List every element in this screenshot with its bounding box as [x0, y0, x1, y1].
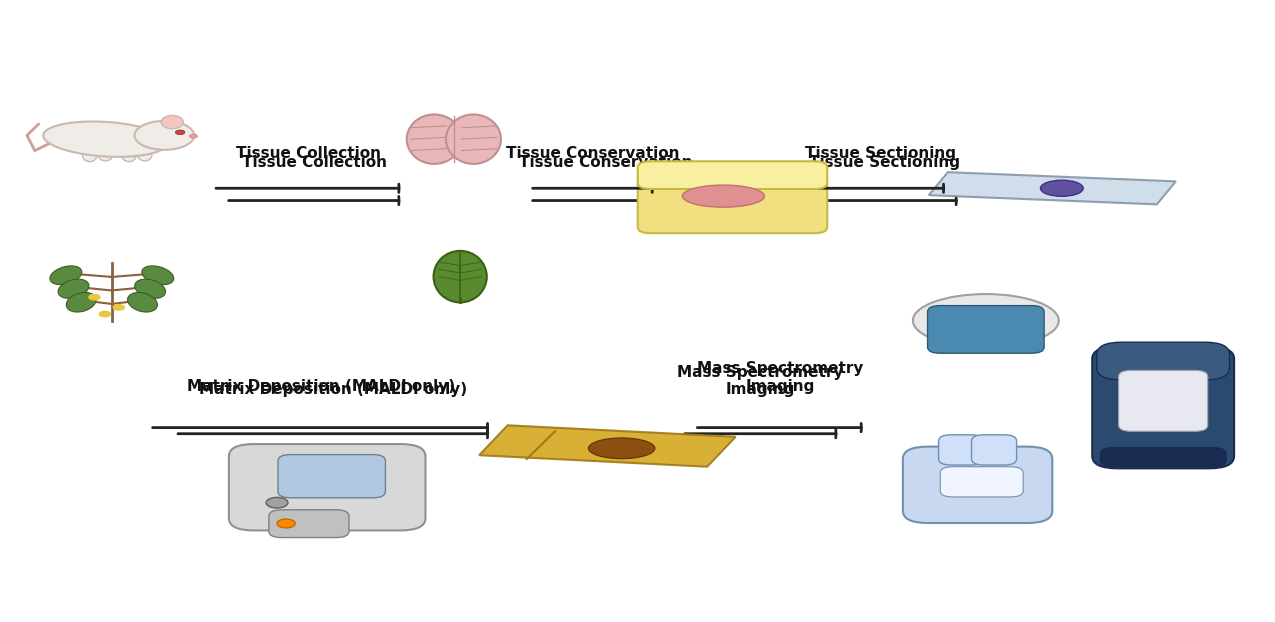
Text: Matrix Deposition (MALDI only): Matrix Deposition (MALDI only) [186, 379, 455, 394]
FancyBboxPatch shape [638, 161, 827, 189]
Text: Tissue Collection: Tissue Collection [236, 146, 381, 160]
FancyBboxPatch shape [1100, 448, 1227, 466]
FancyBboxPatch shape [938, 435, 984, 465]
Polygon shape [928, 172, 1176, 205]
Ellipse shape [50, 266, 82, 285]
Circle shape [266, 498, 288, 508]
Ellipse shape [434, 251, 487, 302]
Text: Tissue Sectioning: Tissue Sectioning [810, 155, 960, 170]
FancyBboxPatch shape [940, 466, 1024, 497]
Ellipse shape [589, 438, 655, 458]
Circle shape [89, 294, 99, 300]
Text: Matrix Deposition (MALDI only): Matrix Deposition (MALDI only) [199, 382, 468, 397]
Circle shape [113, 305, 125, 310]
Ellipse shape [407, 114, 462, 164]
Ellipse shape [98, 149, 112, 161]
Text: Tissue Sectioning: Tissue Sectioning [806, 146, 956, 160]
Ellipse shape [128, 292, 157, 312]
Circle shape [190, 134, 198, 138]
Circle shape [277, 519, 296, 528]
Ellipse shape [142, 266, 173, 285]
FancyBboxPatch shape [638, 177, 827, 233]
FancyBboxPatch shape [1093, 346, 1234, 468]
Ellipse shape [682, 185, 765, 207]
Text: Mass Spectrometry
Imaging: Mass Spectrometry Imaging [697, 361, 864, 394]
Circle shape [99, 312, 111, 317]
Polygon shape [479, 425, 736, 466]
Ellipse shape [59, 279, 89, 299]
Text: Tissue Collection: Tissue Collection [242, 155, 388, 170]
FancyBboxPatch shape [1096, 342, 1229, 380]
FancyBboxPatch shape [1118, 371, 1207, 431]
Ellipse shape [122, 150, 136, 162]
Ellipse shape [138, 149, 152, 161]
FancyBboxPatch shape [928, 305, 1044, 353]
Ellipse shape [446, 114, 501, 164]
FancyBboxPatch shape [230, 444, 426, 531]
Text: Tissue Conservation: Tissue Conservation [506, 146, 680, 160]
FancyBboxPatch shape [972, 435, 1016, 465]
Text: Mass Spectrometry
Imaging: Mass Spectrometry Imaging [677, 364, 844, 397]
FancyBboxPatch shape [278, 455, 385, 498]
Ellipse shape [913, 294, 1058, 347]
Ellipse shape [1040, 180, 1084, 197]
Ellipse shape [83, 150, 97, 162]
FancyBboxPatch shape [269, 510, 349, 537]
Ellipse shape [161, 116, 184, 129]
Ellipse shape [135, 279, 166, 299]
Ellipse shape [66, 292, 96, 312]
Circle shape [176, 130, 185, 134]
FancyBboxPatch shape [903, 447, 1052, 523]
Circle shape [135, 121, 194, 150]
Text: Tissue Conservation: Tissue Conservation [519, 155, 692, 170]
Ellipse shape [43, 121, 168, 157]
